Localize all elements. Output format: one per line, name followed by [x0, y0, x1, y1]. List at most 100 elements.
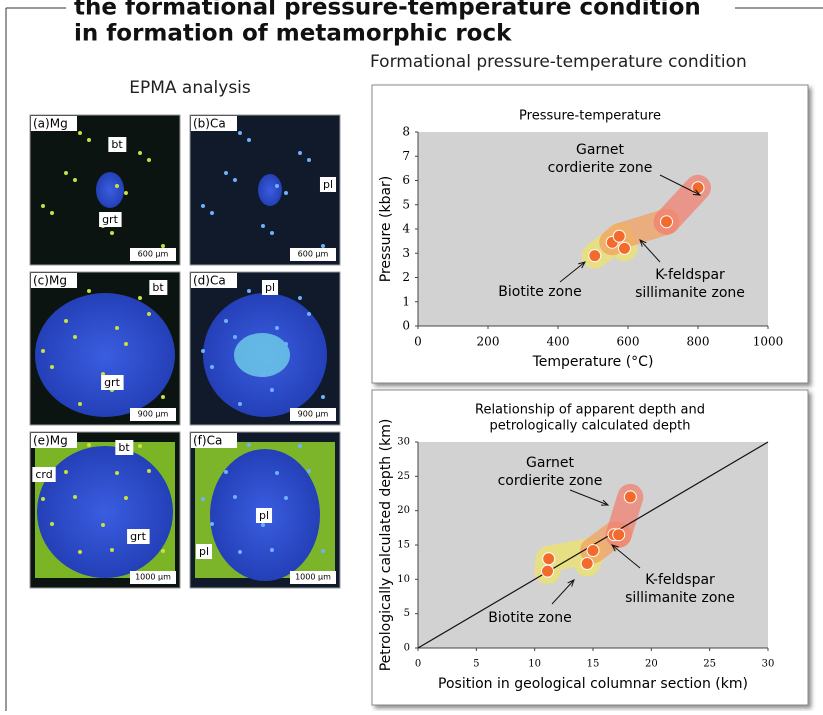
mineral-tag: grt: [99, 212, 122, 227]
epma-speck: [321, 549, 325, 553]
scale-label: 1000 μm: [135, 573, 171, 582]
epma-speck: [321, 244, 325, 248]
x-axis-label: Temperature (°C): [532, 354, 654, 370]
annotation: Garnet: [576, 142, 624, 158]
panel-label: (f)Ca: [193, 434, 222, 448]
mineral-tag: crd: [32, 467, 55, 482]
x-tick-label: 800: [687, 335, 710, 349]
epma-speck: [224, 319, 228, 323]
x-tick-label: 0: [414, 335, 422, 349]
x-tick-label: 0: [415, 659, 421, 670]
mineral-label: pl: [259, 509, 269, 522]
x-tick-label: 5: [473, 659, 479, 670]
mineral-label: grt: [104, 376, 121, 389]
epma-speck: [115, 184, 119, 188]
epma-speck: [124, 342, 128, 346]
y-tick-label: 5: [402, 197, 410, 211]
mineral-tag: pl: [256, 508, 272, 523]
y-tick-label: 7: [402, 149, 410, 163]
x-tick-label: 600: [617, 335, 640, 349]
epma-speck: [321, 395, 325, 399]
mineral-label: bt: [152, 281, 164, 294]
epma-speck: [115, 326, 119, 330]
epma-speck: [73, 178, 77, 182]
annotation: sillimanite zone: [635, 285, 745, 301]
epma-speck: [101, 523, 105, 527]
annotation: sillimanite zone: [625, 590, 735, 606]
y-tick-label: 3: [402, 246, 410, 260]
mineral-tag: grt: [127, 529, 150, 544]
data-point: [661, 216, 673, 228]
epma-speck: [124, 496, 128, 500]
panel-label: (c)Mg: [33, 274, 67, 288]
epma-speck: [78, 550, 82, 554]
epma-speck: [87, 289, 91, 293]
y-axis-label: Pressure (kbar): [378, 176, 394, 282]
epma-speck: [138, 444, 142, 448]
epma-speck: [210, 211, 214, 215]
x-tick-label: 30: [762, 659, 775, 670]
epma-speck: [64, 171, 68, 175]
epma-speck: [50, 522, 54, 526]
title-line: the formational pressure-temperature con…: [74, 0, 701, 21]
epma-speck: [41, 497, 45, 501]
chart-title: Relationship of apparent depth and: [475, 403, 705, 418]
annotation: Biotite zone: [488, 610, 571, 626]
mineral-label: bt: [111, 138, 123, 151]
panel-label: (b)Ca: [193, 117, 226, 131]
y-tick-label: 1: [402, 294, 410, 308]
epma-speck: [73, 335, 77, 339]
scale-label: 900 μm: [138, 410, 169, 419]
data-point: [619, 242, 631, 254]
epma-speck: [307, 312, 311, 316]
epma-grain: [35, 293, 175, 417]
epma-speck: [50, 211, 54, 215]
epma-speck: [298, 151, 302, 155]
epma-speck: [73, 495, 77, 499]
epma-speck: [247, 289, 251, 293]
epma-speck: [284, 496, 288, 500]
x-tick-label: 200: [477, 335, 500, 349]
panel-label: (d)Ca: [193, 274, 226, 288]
x-tick-label: 15: [587, 659, 600, 670]
epma-speck: [115, 471, 119, 475]
epma-speck: [147, 469, 151, 473]
y-tick-label: 30: [397, 437, 410, 448]
epma-speck: [298, 296, 302, 300]
section-heading: Formational pressure-temperature conditi…: [370, 52, 747, 72]
epma-speck: [41, 204, 45, 208]
annotation: Biotite zone: [498, 284, 581, 300]
panel-label: (a)Mg: [33, 117, 68, 131]
epma-speck: [210, 365, 214, 369]
epma-speck: [275, 471, 279, 475]
epma-speck: [87, 443, 91, 447]
epma-speck: [270, 231, 274, 235]
epma-speck: [275, 184, 279, 188]
epma-speck: [238, 550, 242, 554]
epma-speck: [147, 312, 151, 316]
mineral-tag: bt: [108, 137, 126, 152]
y-tick-label: 8: [402, 125, 410, 139]
epma-speck: [298, 444, 302, 448]
epma-speck: [201, 204, 205, 208]
y-tick-label: 25: [397, 471, 410, 482]
epma-speck: [261, 523, 265, 527]
epma-speck: [147, 158, 151, 162]
annotation: cordierite zone: [498, 473, 603, 489]
data-point: [542, 565, 554, 577]
annotation: Garnet: [526, 455, 574, 471]
mineral-tag: bt: [115, 440, 133, 455]
data-point: [613, 230, 625, 242]
y-tick-label: 0: [404, 643, 410, 654]
scale-label: 1000 μm: [295, 573, 331, 582]
epma-grain: [37, 446, 173, 578]
title-line: in formation of metamorphic rock: [74, 21, 512, 47]
scale-label: 900 μm: [298, 410, 329, 419]
data-point: [543, 553, 555, 565]
epma-speck: [138, 151, 142, 155]
figure: the formational pressure-temperature con…: [0, 0, 823, 711]
epma-speck: [238, 131, 242, 135]
y-tick-label: 6: [402, 173, 410, 187]
epma-speck: [270, 388, 274, 392]
data-point: [613, 529, 625, 541]
